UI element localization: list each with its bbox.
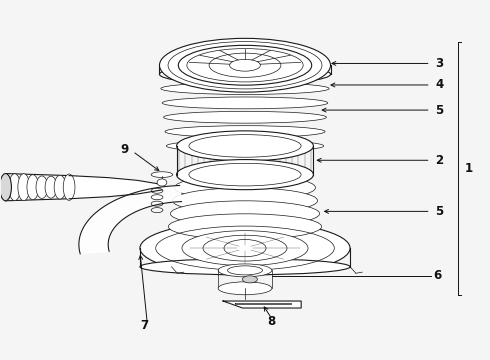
Ellipse shape <box>243 276 257 283</box>
Ellipse shape <box>9 174 21 201</box>
Ellipse shape <box>209 53 281 77</box>
Ellipse shape <box>176 159 314 190</box>
Ellipse shape <box>161 83 329 94</box>
Text: 4: 4 <box>436 78 444 91</box>
Ellipse shape <box>172 188 318 213</box>
Ellipse shape <box>0 174 11 201</box>
Text: 5: 5 <box>436 205 444 218</box>
Ellipse shape <box>54 175 66 199</box>
Ellipse shape <box>0 175 11 199</box>
Ellipse shape <box>159 39 331 92</box>
Text: 3: 3 <box>436 57 443 70</box>
Ellipse shape <box>140 259 350 275</box>
Polygon shape <box>69 176 162 199</box>
Ellipse shape <box>169 214 321 239</box>
Ellipse shape <box>36 176 48 198</box>
Ellipse shape <box>176 162 314 188</box>
Ellipse shape <box>63 174 75 200</box>
Text: 2: 2 <box>436 154 443 167</box>
Ellipse shape <box>151 172 172 177</box>
Ellipse shape <box>159 64 331 85</box>
Text: 5: 5 <box>436 104 444 117</box>
Text: 7: 7 <box>140 319 148 332</box>
Text: 8: 8 <box>267 315 275 328</box>
Ellipse shape <box>230 59 260 71</box>
Ellipse shape <box>182 231 308 266</box>
Text: 1: 1 <box>465 162 473 175</box>
Ellipse shape <box>178 45 312 85</box>
Ellipse shape <box>176 131 314 161</box>
Ellipse shape <box>174 175 316 201</box>
Text: 6: 6 <box>433 269 441 282</box>
Ellipse shape <box>45 176 57 198</box>
Ellipse shape <box>166 140 324 152</box>
Ellipse shape <box>27 175 39 200</box>
Ellipse shape <box>218 282 272 295</box>
Ellipse shape <box>164 111 326 123</box>
Ellipse shape <box>18 174 29 201</box>
Ellipse shape <box>171 201 319 226</box>
Ellipse shape <box>159 68 331 80</box>
Ellipse shape <box>165 126 325 138</box>
Ellipse shape <box>218 264 272 277</box>
Polygon shape <box>223 301 301 308</box>
Ellipse shape <box>162 97 328 109</box>
Ellipse shape <box>140 221 350 275</box>
Ellipse shape <box>157 179 167 186</box>
Polygon shape <box>79 185 181 254</box>
Text: 9: 9 <box>121 143 129 156</box>
